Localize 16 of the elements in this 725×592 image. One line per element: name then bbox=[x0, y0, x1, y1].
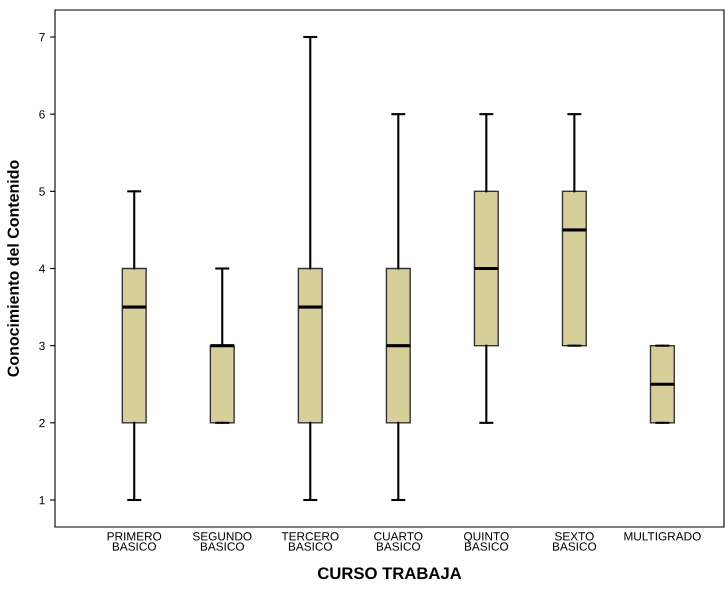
x-axis-title: CURSO TRABAJA bbox=[318, 567, 462, 580]
y-tick-label: 6 bbox=[39, 110, 45, 119]
x-tick-label: MULTIGRADO bbox=[624, 532, 701, 541]
x-tick-label: CUARTO BASICO bbox=[374, 532, 422, 551]
x-tick-label: TERCERO BASICO bbox=[282, 532, 339, 551]
y-tick-label: 4 bbox=[38, 264, 45, 273]
x-tick-label: PRIMERO BASICO bbox=[108, 532, 162, 551]
y-tick-label: 3 bbox=[39, 342, 45, 350]
y-axis-title: Conocimiento del Contenido bbox=[7, 160, 19, 377]
y-tick-label: 2 bbox=[39, 418, 45, 428]
x-tick-label: SEXTO BASICO bbox=[553, 532, 596, 551]
y-tick-label: 7 bbox=[39, 33, 45, 42]
x-tick-label: SEGUNDO BASICO bbox=[192, 532, 252, 551]
y-tick-label: 1 bbox=[40, 496, 45, 504]
y-tick-label: 5 bbox=[39, 187, 45, 196]
x-tick-label: QUINTO BASICO bbox=[464, 532, 509, 551]
